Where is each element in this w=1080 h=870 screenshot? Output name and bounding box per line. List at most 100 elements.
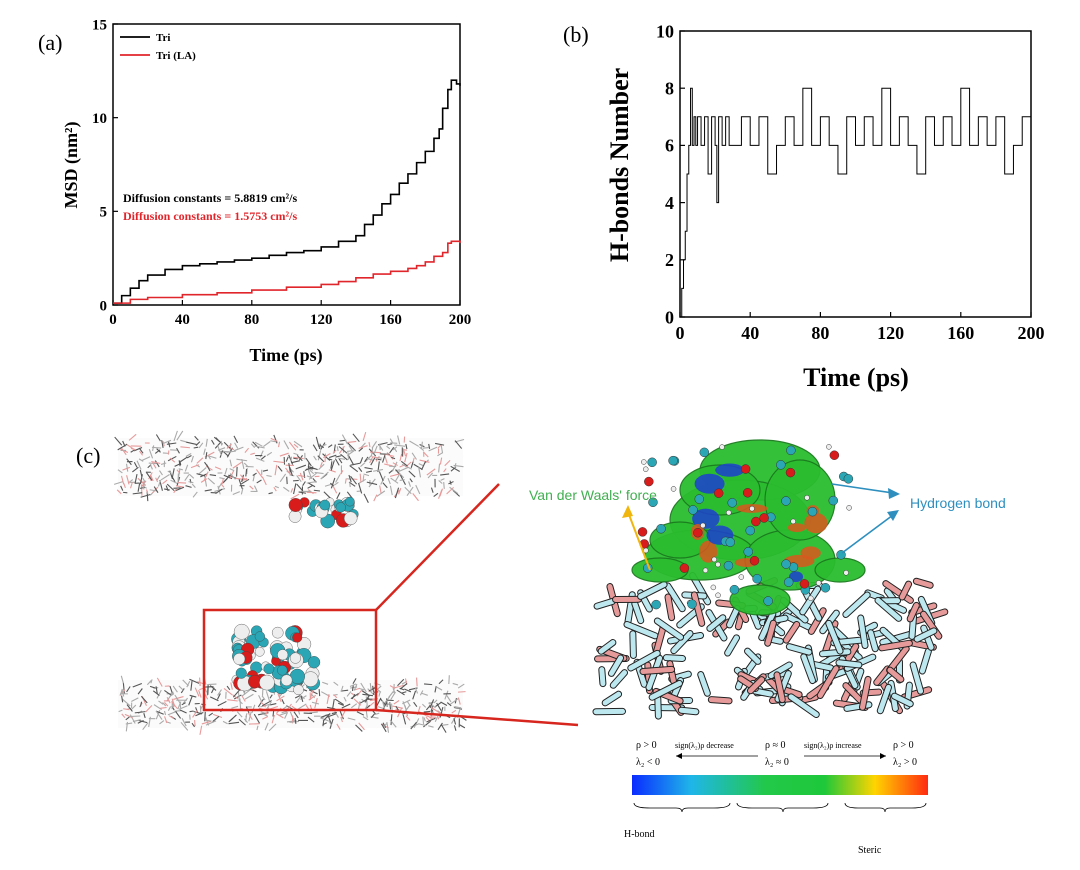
slab-bond [341,710,346,719]
slab-bond [307,465,318,471]
msd-plot-frame [112,23,461,306]
ball-atom [644,476,654,487]
slab-bond [423,717,426,722]
slab-bond [454,440,463,449]
slab-bond [389,485,393,496]
slab-bond [240,487,244,495]
slab-bond [260,700,267,708]
atom [288,510,302,523]
slab-bond [419,446,425,451]
substrate-bond [843,592,870,617]
slab-bond [358,482,363,494]
cb-bottom-right-label: Steric [858,845,882,856]
slab-bond [418,463,424,467]
slab-bond [422,447,429,449]
slab-bond [351,693,356,700]
slab-bond [217,700,227,707]
slab-bond [337,702,344,706]
slab-bond [230,682,233,690]
ball-atom [799,579,810,589]
slab-bond [240,478,250,485]
slab-bond [168,715,174,719]
slab-bond [194,435,199,441]
slab-bond [383,696,391,704]
slab-bond [156,448,161,453]
slab-bond [155,710,164,715]
slab-bond [367,688,374,696]
ball-atom [711,556,717,563]
slab-bond [226,443,232,449]
slab-bond [164,716,168,724]
slab-bond [214,488,226,492]
slab-bond [170,479,179,485]
slab-bond [129,715,141,718]
slab-bond [180,439,187,443]
slab-bond [236,458,248,462]
ball-atom [688,505,698,515]
slab-bond [329,454,337,459]
slab-bond [377,706,384,709]
slab-bond [150,465,153,470]
slab-bond [328,469,336,473]
slab-bond [414,687,419,694]
slab-bond [404,452,408,463]
hbond-plot-frame [679,30,1032,318]
slab-bond [192,491,198,498]
slab-bond [451,709,457,714]
slab-bond [148,716,151,728]
slab-bond [274,485,280,489]
ball-atom [790,518,796,525]
slab-bond [413,701,418,708]
slab-bond [219,477,225,480]
slab-bond [233,435,239,443]
slab-bond [438,489,443,499]
ball-atom [713,488,724,498]
ball-atom [742,488,753,498]
slab-bond [437,452,443,457]
substrate-bond [883,581,913,603]
slab-bond [330,477,336,489]
slab-bond [332,694,338,696]
substrate-bond [725,635,740,656]
slab-bond [130,449,135,453]
slab-bond [190,464,200,469]
substrate-bond [774,672,785,703]
slab-bond [203,448,206,455]
slab-bond [394,684,405,689]
slab-bond [413,463,423,471]
cb-arrow-left-head [676,753,682,759]
slab-bond [319,461,323,468]
slab-bond [332,449,337,454]
substrate-bond [752,688,773,697]
substrate-bond [678,707,699,715]
slab-bond [410,721,417,730]
slab-bond [166,696,171,704]
slab-bond [189,694,197,698]
slab-bond [394,473,401,482]
slab-bond [262,713,268,717]
slab-bond [359,687,365,691]
slab-bond [332,698,335,709]
slab-bond [273,434,278,444]
slab-bond [146,679,152,686]
slab-bond [208,712,214,717]
series-line-1 [680,87,1032,318]
atom [277,665,288,676]
panel-a-label: (a) [38,30,62,55]
slab-bond [260,455,266,460]
slab-bond [175,711,182,719]
slab-bond [355,724,363,732]
slab-bond [402,714,407,725]
atom [289,652,302,664]
atom [259,674,275,691]
slab-bond [327,444,333,448]
substrate-bond [665,594,675,621]
slab-bond [121,695,124,703]
slab-bond [176,430,184,441]
ball-atom [725,537,736,547]
slab-bond [333,694,338,699]
slab-bond [167,455,177,462]
substrate-bond [745,648,761,664]
slab-bond [411,452,417,460]
slab-bond [162,441,165,447]
